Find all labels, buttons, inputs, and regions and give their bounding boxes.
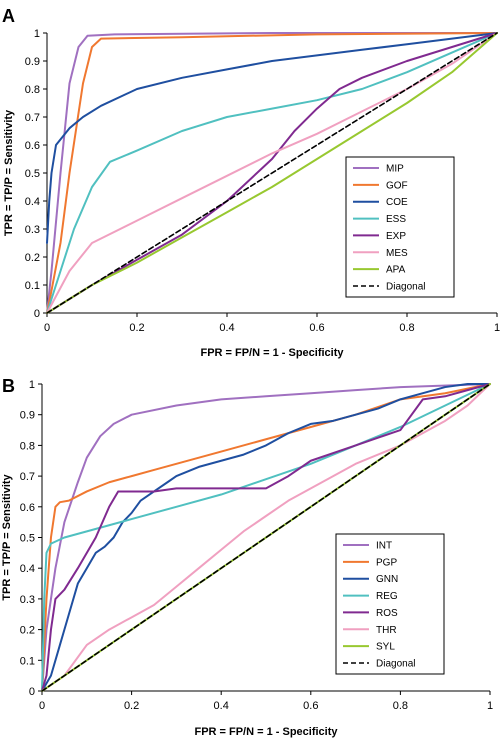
y-tick-label: 0.7 — [25, 112, 40, 124]
series-line-exp — [46, 32, 498, 314]
legend-label-apa: APA — [386, 265, 406, 276]
legend-label-ros: ROS — [376, 608, 398, 619]
y-tick-label: 0.6 — [25, 140, 40, 152]
series-line-mip — [46, 32, 498, 314]
legend-label-diagonal: Diagonal — [386, 282, 425, 293]
legend-label-gnn: GNN — [376, 574, 398, 585]
y-tick-label: 0.7 — [20, 471, 35, 483]
y-tick-label: 0.5 — [20, 533, 35, 545]
series-line-ros — [41, 383, 491, 692]
x-axis-title: FPR = FP/N = 1 - Specificity — [200, 347, 344, 359]
legend-label-gof: GOF — [386, 180, 408, 191]
chart-panel-b: B 0 0.1 0.2 0.3 0.4 0.5 0.6 0.7 0.8 0.9 1 0 0.2 0.4 0.6… — [1, 376, 493, 738]
y-tick-label: 0.2 — [20, 625, 35, 637]
y-axis-title: TPR = TP/P = Sensitivity — [1, 473, 13, 600]
y-axis-title: TPR = TP/P = Sensitivity — [3, 109, 15, 236]
y-tick-label: 0.1 — [25, 280, 40, 292]
y-tick-label: 0 — [29, 686, 35, 698]
series-line-gnn — [41, 383, 491, 692]
y-tick-label: 0 — [34, 308, 40, 320]
x-tick-label: 0.2 — [124, 700, 139, 712]
y-tick-label: 1 — [29, 379, 35, 391]
legend: INT PGP GNN REG ROS THR SYL Diagonal — [335, 533, 445, 675]
series-line-reg — [41, 383, 491, 692]
x-tick-label: 0.8 — [399, 322, 414, 334]
y-tick-label: 0.2 — [25, 252, 40, 264]
legend-label-thr: THR — [376, 625, 397, 636]
y-tick-label: 0.5 — [25, 168, 40, 180]
x-tick-label: 0 — [44, 322, 50, 334]
legend: MIP GOF COE ESS EXP MES APA Diagonal — [345, 156, 455, 298]
x-tick-label: 0.4 — [214, 700, 229, 712]
y-tick-label: 1 — [34, 28, 40, 40]
x-tick-label: 0.2 — [129, 322, 144, 334]
legend-label-exp: EXP — [386, 231, 406, 242]
series-line-gof — [46, 32, 498, 314]
series-line-coe — [46, 32, 498, 244]
y-tick-label: 0.3 — [25, 224, 40, 236]
x-tick-label: 0.8 — [393, 700, 408, 712]
legend-label-mip: MIP — [386, 163, 404, 174]
y-tick-label: 0.8 — [20, 440, 35, 452]
y-tick-label: 0.8 — [25, 84, 40, 96]
legend-label-int: INT — [376, 540, 392, 551]
legend-label-pgp: PGP — [376, 557, 397, 568]
series-line-ess — [46, 32, 498, 314]
x-tick-label: 0.6 — [309, 322, 324, 334]
y-tick-label: 0.9 — [20, 410, 35, 422]
legend-label-coe: COE — [386, 197, 408, 208]
y-tick-label: 0.1 — [20, 655, 35, 667]
series-line-diagonal — [41, 383, 491, 692]
panel-label: B — [2, 376, 15, 396]
legend-box — [345, 156, 455, 298]
x-tick-label: 0.4 — [219, 322, 234, 334]
series-line-apa — [46, 32, 498, 314]
legend-label-mes: MES — [386, 248, 408, 259]
x-tick-label: 0 — [39, 700, 45, 712]
legend-label-syl: SYL — [376, 642, 395, 653]
y-tick-label: 0.6 — [20, 502, 35, 514]
x-tick-label: 1 — [487, 700, 493, 712]
legend-box — [335, 533, 445, 675]
series-line-int — [41, 383, 491, 692]
series-line-diagonal — [46, 32, 498, 314]
legend-label-reg: REG — [376, 591, 398, 602]
chart-panel-a: A 0 0.1 0.2 0.3 0.4 0.5 0.6 0.7 0.8 0.9 1 0 0.2 0.4 0.6… — [2, 6, 500, 359]
legend-label-ess: ESS — [386, 214, 406, 225]
panel-label: A — [2, 6, 15, 26]
y-tick-label: 0.3 — [20, 594, 35, 606]
legend-label-diagonal: Diagonal — [376, 659, 415, 670]
y-tick-label: 0.4 — [25, 196, 40, 208]
x-axis-title: FPR = FP/N = 1 - Specificity — [194, 726, 338, 738]
x-tick-label: 0.6 — [303, 700, 318, 712]
x-tick-label: 1 — [494, 322, 500, 334]
y-tick-label: 0.9 — [25, 56, 40, 68]
y-tick-label: 0.4 — [20, 563, 35, 575]
